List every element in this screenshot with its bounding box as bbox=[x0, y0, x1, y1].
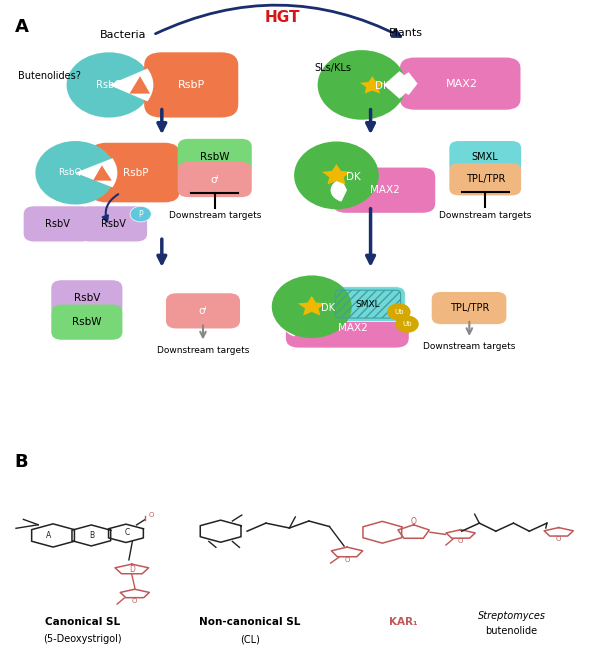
Text: RsbV: RsbV bbox=[46, 219, 70, 229]
Text: O: O bbox=[556, 536, 562, 542]
Wedge shape bbox=[384, 71, 408, 99]
Wedge shape bbox=[400, 72, 418, 95]
Text: (CL): (CL) bbox=[240, 634, 260, 644]
Text: Downstream targets: Downstream targets bbox=[439, 211, 532, 220]
Text: RsbV: RsbV bbox=[101, 219, 125, 229]
Text: A: A bbox=[46, 531, 51, 540]
Text: Downstream targets: Downstream targets bbox=[423, 342, 515, 351]
Text: Ub: Ub bbox=[402, 321, 412, 327]
Ellipse shape bbox=[294, 141, 379, 209]
Text: Downstream targets: Downstream targets bbox=[157, 346, 249, 355]
Text: Plants: Plants bbox=[389, 28, 423, 38]
Text: DK: DK bbox=[321, 303, 335, 313]
Polygon shape bbox=[360, 76, 385, 94]
Wedge shape bbox=[284, 313, 300, 337]
Text: σᴵ: σᴵ bbox=[199, 306, 207, 316]
Text: (5-Deoxystrigol): (5-Deoxystrigol) bbox=[43, 634, 122, 644]
Text: Canonical SL: Canonical SL bbox=[45, 616, 120, 627]
Text: O: O bbox=[458, 539, 463, 544]
Text: Streptomyces: Streptomyces bbox=[478, 611, 545, 622]
Polygon shape bbox=[130, 76, 150, 94]
Wedge shape bbox=[331, 179, 347, 202]
Text: σᴵ: σᴵ bbox=[211, 175, 219, 185]
Text: Ub: Ub bbox=[394, 309, 404, 315]
Polygon shape bbox=[322, 164, 351, 185]
Text: MAX2: MAX2 bbox=[338, 323, 368, 333]
Polygon shape bbox=[93, 165, 112, 181]
Ellipse shape bbox=[35, 141, 115, 205]
FancyBboxPatch shape bbox=[286, 302, 409, 348]
FancyBboxPatch shape bbox=[449, 163, 521, 195]
FancyBboxPatch shape bbox=[79, 207, 147, 242]
Circle shape bbox=[395, 315, 419, 333]
Wedge shape bbox=[76, 158, 118, 187]
Text: B: B bbox=[89, 531, 94, 540]
FancyBboxPatch shape bbox=[333, 167, 435, 212]
Ellipse shape bbox=[317, 50, 406, 120]
Text: MAX2: MAX2 bbox=[446, 78, 478, 88]
Text: RsbQ: RsbQ bbox=[58, 168, 82, 177]
Text: SMXL: SMXL bbox=[355, 299, 380, 309]
Text: Bacteria: Bacteria bbox=[100, 30, 147, 40]
Text: DK: DK bbox=[375, 81, 389, 91]
Text: A: A bbox=[15, 17, 29, 35]
Text: TPL/TPR: TPL/TPR bbox=[466, 175, 505, 185]
Circle shape bbox=[130, 207, 151, 222]
FancyBboxPatch shape bbox=[178, 162, 252, 197]
Text: O: O bbox=[132, 598, 137, 604]
FancyBboxPatch shape bbox=[166, 293, 240, 329]
Text: RsbP: RsbP bbox=[178, 80, 205, 90]
FancyBboxPatch shape bbox=[331, 287, 405, 321]
Circle shape bbox=[387, 303, 410, 321]
Text: B: B bbox=[15, 453, 28, 471]
Text: C: C bbox=[125, 528, 130, 537]
Text: D: D bbox=[129, 565, 135, 574]
Text: Downstream targets: Downstream targets bbox=[169, 211, 261, 220]
Text: RsbP: RsbP bbox=[122, 168, 148, 178]
FancyBboxPatch shape bbox=[400, 58, 521, 110]
Ellipse shape bbox=[67, 52, 151, 118]
Text: Non-canonical SL: Non-canonical SL bbox=[199, 616, 301, 627]
Text: Butenolides?: Butenolides? bbox=[18, 71, 80, 81]
Text: RsbV: RsbV bbox=[74, 293, 100, 303]
FancyBboxPatch shape bbox=[449, 141, 521, 173]
Text: DK: DK bbox=[346, 172, 360, 182]
Text: MAX2: MAX2 bbox=[370, 185, 400, 195]
Text: RsbQ: RsbQ bbox=[96, 80, 122, 90]
FancyBboxPatch shape bbox=[0, 444, 600, 661]
Text: O: O bbox=[148, 512, 154, 518]
FancyBboxPatch shape bbox=[0, 2, 600, 446]
Text: TPL/TPR: TPL/TPR bbox=[449, 303, 489, 313]
FancyBboxPatch shape bbox=[23, 207, 92, 242]
FancyBboxPatch shape bbox=[432, 292, 506, 324]
Text: butenolide: butenolide bbox=[485, 626, 538, 636]
Text: O: O bbox=[410, 517, 416, 526]
Polygon shape bbox=[298, 296, 326, 315]
Text: KAR₁: KAR₁ bbox=[389, 616, 417, 627]
Text: RsbW: RsbW bbox=[200, 151, 229, 162]
FancyBboxPatch shape bbox=[51, 280, 122, 315]
FancyBboxPatch shape bbox=[144, 52, 238, 118]
FancyBboxPatch shape bbox=[51, 305, 122, 340]
FancyBboxPatch shape bbox=[91, 143, 179, 203]
FancyBboxPatch shape bbox=[178, 139, 252, 174]
Text: P: P bbox=[139, 210, 143, 218]
Wedge shape bbox=[109, 68, 154, 102]
Text: HGT: HGT bbox=[265, 10, 300, 25]
Text: RsbW: RsbW bbox=[73, 317, 102, 327]
Ellipse shape bbox=[272, 276, 352, 338]
Text: SMXL: SMXL bbox=[472, 152, 499, 162]
Text: SLs/KLs: SLs/KLs bbox=[314, 63, 352, 74]
Text: O: O bbox=[344, 556, 350, 562]
